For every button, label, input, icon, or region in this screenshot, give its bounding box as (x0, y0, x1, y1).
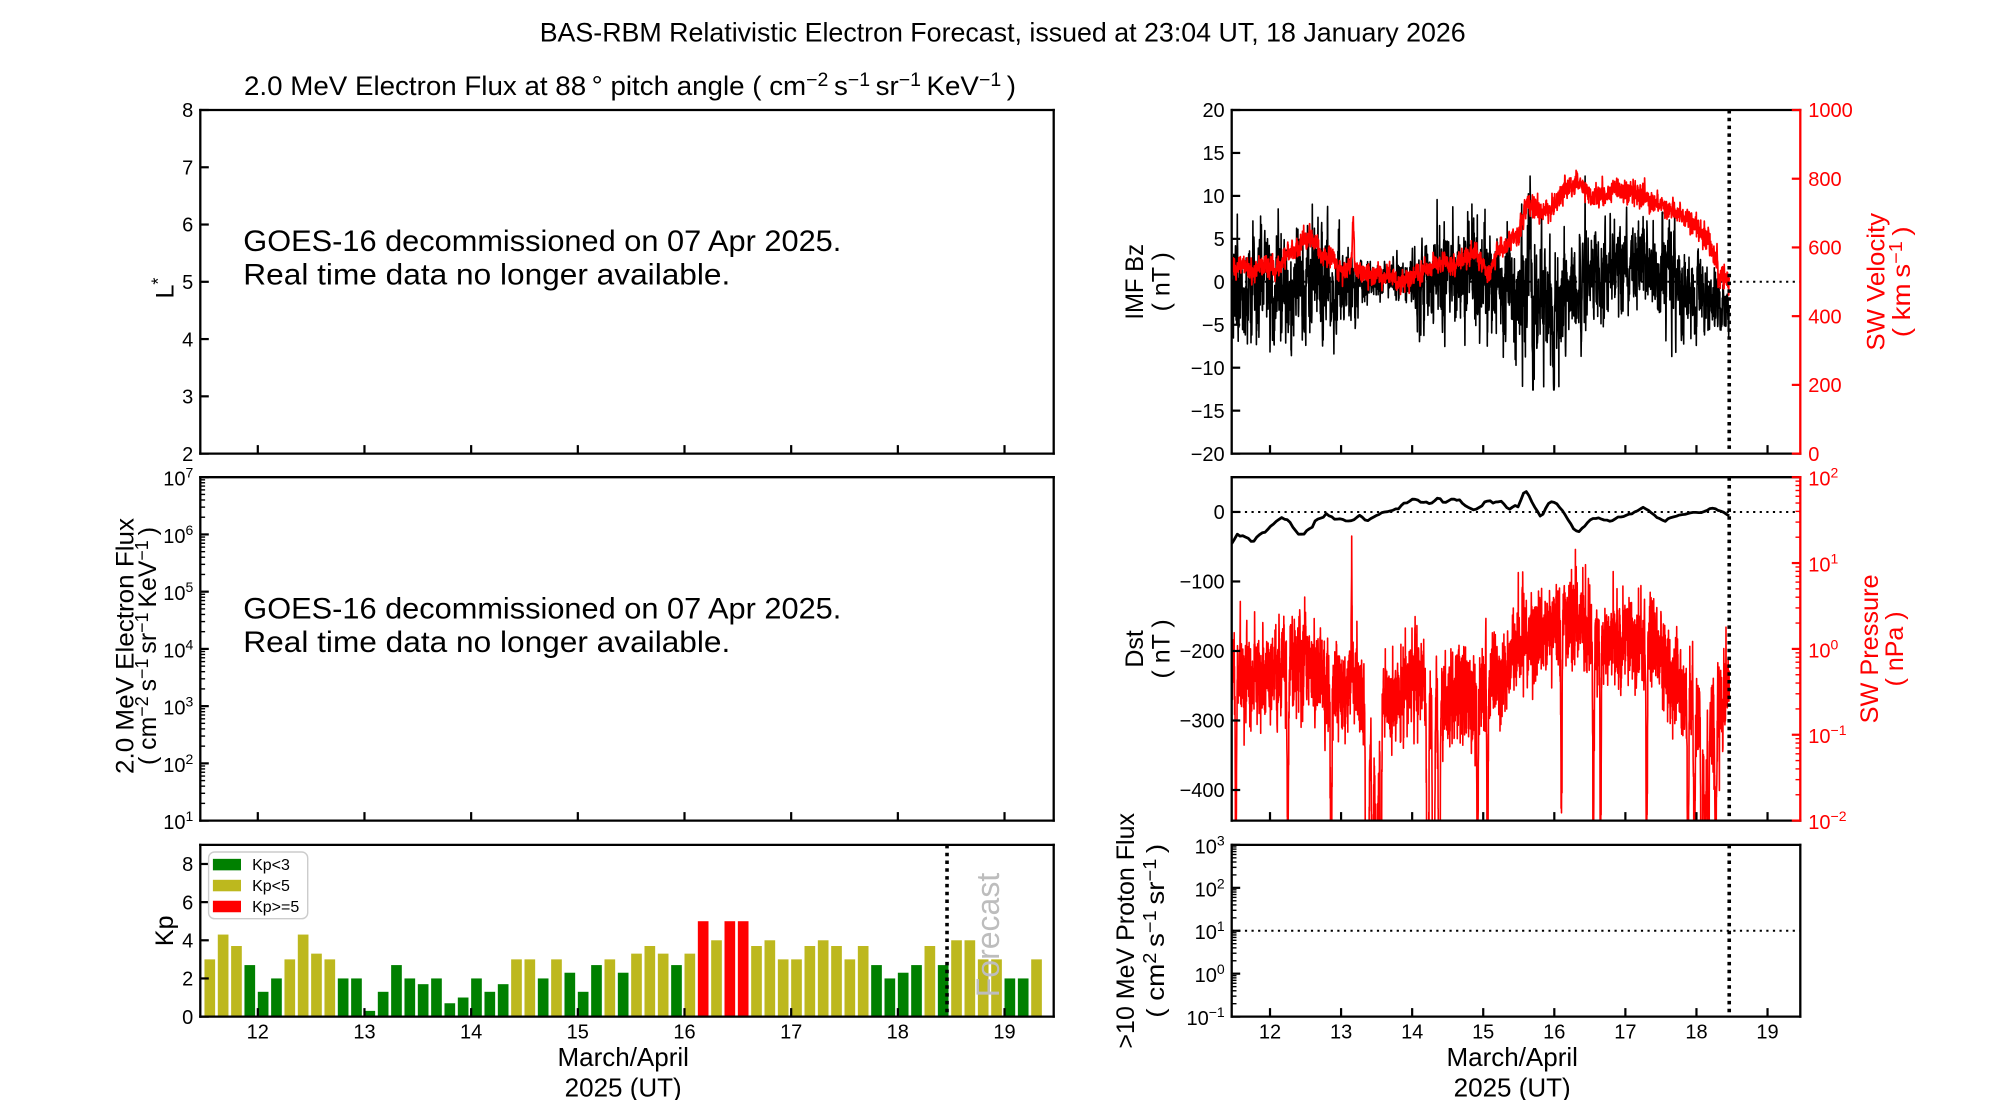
svg-text:>10 MeV Proton Flux: >10 MeV Proton Flux (1112, 813, 1140, 1049)
svg-text:0: 0 (1214, 502, 1225, 524)
svg-text:4: 4 (182, 329, 193, 351)
svg-text:Real time data no longer avail: Real time data no longer available. (243, 626, 730, 659)
svg-text:16: 16 (673, 1022, 695, 1044)
svg-text:2025 (UT): 2025 (UT) (1454, 1073, 1571, 1101)
svg-text:16: 16 (1543, 1022, 1565, 1044)
svg-text:6: 6 (182, 892, 193, 914)
svg-text:Forecast: Forecast (970, 873, 1006, 998)
svg-text:2: 2 (182, 444, 193, 466)
svg-text:8: 8 (182, 854, 193, 876)
svg-text:15: 15 (1202, 143, 1224, 165)
svg-text:Dst: Dst (1121, 630, 1149, 668)
svg-text:15: 15 (567, 1022, 589, 1044)
svg-text:( km s−1 ): ( km s−1 ) (1886, 226, 1916, 337)
svg-text:0: 0 (1214, 272, 1225, 294)
svg-text:8: 8 (182, 100, 193, 122)
svg-text:0: 0 (1808, 444, 1819, 466)
svg-text:2025 (UT): 2025 (UT) (565, 1073, 682, 1101)
svg-text:Kp>=5: Kp>=5 (252, 899, 299, 916)
svg-text:0: 0 (182, 1007, 193, 1029)
svg-text:18: 18 (887, 1022, 909, 1044)
svg-text:−300: −300 (1180, 711, 1225, 733)
svg-text:10: 10 (1202, 186, 1224, 208)
svg-text:BAS-RBM Relativistic Electron: BAS-RBM Relativistic Electron Forecast, … (540, 18, 1466, 48)
svg-text:17: 17 (780, 1022, 802, 1044)
svg-text:20: 20 (1202, 100, 1224, 122)
svg-text:400: 400 (1808, 306, 1841, 328)
svg-text:5: 5 (182, 272, 193, 294)
svg-text:( nT ): ( nT ) (1148, 252, 1176, 311)
svg-text:14: 14 (1401, 1022, 1423, 1044)
svg-text:13: 13 (353, 1022, 375, 1044)
svg-text:Kp: Kp (151, 916, 179, 947)
svg-text:( nT ): ( nT ) (1148, 619, 1176, 678)
svg-text:3: 3 (182, 387, 193, 409)
svg-text:−100: −100 (1180, 572, 1225, 594)
svg-text:600: 600 (1808, 238, 1841, 260)
svg-text:5: 5 (1214, 229, 1225, 251)
svg-text:2.0 MeV Electron Flux: 2.0 MeV Electron Flux (111, 517, 139, 774)
svg-text:GOES-16 decommissioned on 07 A: GOES-16 decommissioned on 07 Apr 2025. (243, 225, 841, 258)
svg-text:800: 800 (1808, 169, 1841, 191)
svg-text:19: 19 (993, 1022, 1015, 1044)
svg-text:12: 12 (1259, 1022, 1281, 1044)
svg-text:14: 14 (460, 1022, 482, 1044)
svg-text:2.0 MeV Electron Flux at 88 °: 2.0 MeV Electron Flux at 88 ° pitch angl… (244, 70, 1016, 101)
svg-text:18: 18 (1685, 1022, 1707, 1044)
svg-text:2: 2 (182, 969, 193, 991)
svg-text:17: 17 (1614, 1022, 1636, 1044)
svg-text:4: 4 (182, 931, 193, 953)
svg-text:13: 13 (1330, 1022, 1352, 1044)
svg-text:SW Velocity: SW Velocity (1862, 212, 1890, 350)
svg-text:1000: 1000 (1808, 100, 1853, 122)
svg-text:March/April: March/April (1446, 1042, 1577, 1072)
svg-text:−20: −20 (1191, 444, 1225, 466)
svg-text:( nPa ): ( nPa ) (1881, 611, 1909, 686)
svg-text:Real time data no longer avail: Real time data no longer available. (243, 258, 730, 291)
svg-text:−200: −200 (1180, 641, 1225, 663)
svg-text:GOES-16 decommissioned on 07 A: GOES-16 decommissioned on 07 Apr 2025. (243, 593, 841, 626)
svg-text:−10: −10 (1191, 358, 1225, 380)
svg-text:SW Pressure: SW Pressure (1856, 574, 1884, 723)
svg-text:6: 6 (182, 215, 193, 237)
svg-text:7: 7 (182, 158, 193, 180)
svg-text:( cm−2 s−1 sr−1 KeV−1 ): ( cm−2 s−1 sr−1 KeV−1 ) (132, 527, 162, 765)
svg-text:19: 19 (1756, 1022, 1778, 1044)
svg-text:−15: −15 (1191, 401, 1225, 423)
svg-text:Kp<5: Kp<5 (252, 878, 290, 895)
svg-text:March/April: March/April (557, 1042, 688, 1072)
svg-text:Kp<3: Kp<3 (252, 857, 290, 874)
svg-text:−400: −400 (1180, 780, 1225, 802)
svg-text:200: 200 (1808, 375, 1841, 397)
svg-text:15: 15 (1472, 1022, 1494, 1044)
svg-text:12: 12 (247, 1022, 269, 1044)
svg-text:−5: −5 (1202, 315, 1225, 337)
svg-text:IMF Bz: IMF Bz (1121, 244, 1149, 320)
